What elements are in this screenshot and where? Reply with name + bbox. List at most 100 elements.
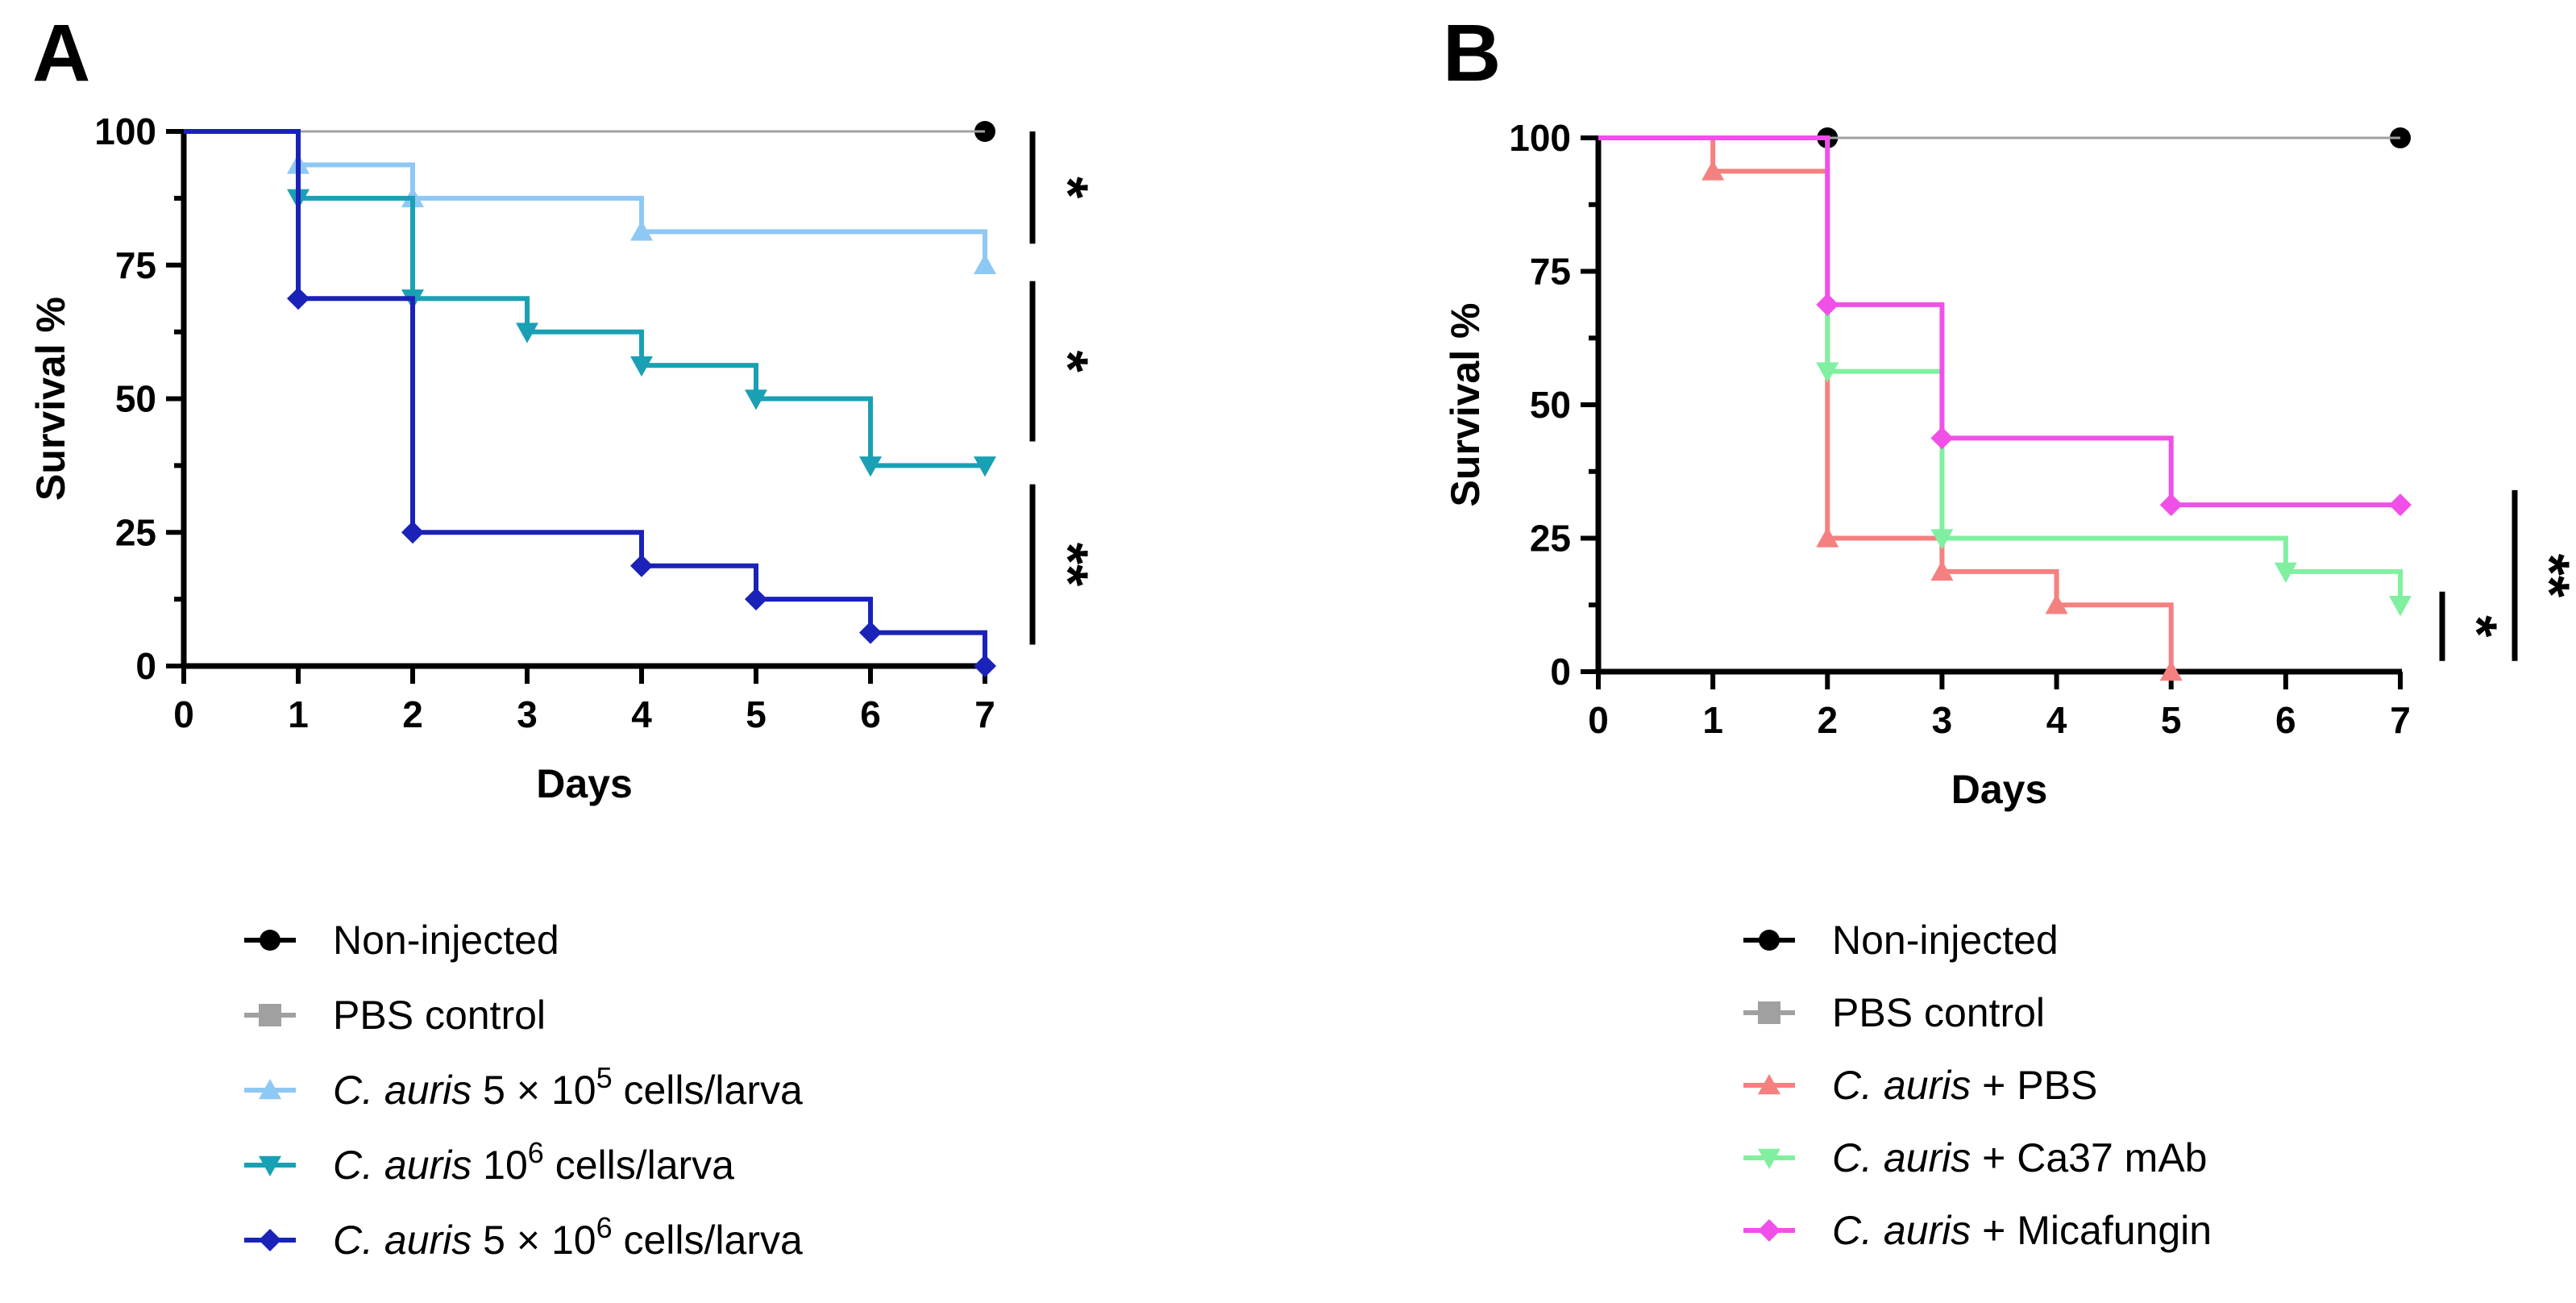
- panel-b-significance-label: **: [2519, 554, 2576, 598]
- panel-b-x-tick-label: 1: [1702, 699, 1723, 741]
- panel-a-legend-item: C. auris 5 × 106 cells/larva: [244, 1211, 803, 1263]
- panel-a-x-tick-label: 7: [974, 693, 995, 735]
- panel-a-legend-label: Non-injected: [333, 918, 559, 963]
- panel-b-legend-marker: [1758, 1074, 1780, 1095]
- panel-a-y-axis-title: Survival %: [28, 297, 73, 501]
- panel-a-x-tick-label: 6: [860, 693, 881, 735]
- panel-a-legend-item: Non-injected: [244, 918, 559, 963]
- panel-a-series-marker-4: [974, 655, 996, 677]
- panel-a-x-tick-label: 2: [402, 693, 423, 735]
- panel-b-legend-marker: [1758, 1219, 1780, 1242]
- panel-b-legend-item: Non-injected: [1743, 918, 2059, 963]
- panel-a-legend-marker: [259, 1155, 281, 1176]
- panel-a-letter: A: [32, 8, 90, 98]
- panel-b-y-tick-label: 50: [1530, 384, 1571, 426]
- panel-a-legend-marker: [260, 930, 280, 951]
- panel-b-y-axis-title: Survival %: [1443, 303, 1488, 507]
- panel-b-legend-item: C. auris + Ca37 mAb: [1743, 1135, 2207, 1180]
- panel-b-legend-marker: [1758, 1001, 1780, 1024]
- panel-a-series-marker-3: [974, 456, 996, 477]
- panel-b-series-marker-3: [2274, 562, 2297, 583]
- panel-b-series-line-3: [1598, 135, 2403, 606]
- panel-b-series-marker-2: [2159, 660, 2183, 681]
- panel-b-series-marker-4: [2389, 493, 2412, 517]
- panel-a-series-marker-3: [745, 389, 767, 410]
- panel-a-x-tick-label: 1: [288, 693, 309, 735]
- panel-a-legend-label: C. auris 5 × 106 cells/larva: [333, 1211, 803, 1263]
- panel-b-letter: B: [1443, 8, 1501, 98]
- panel-a-series-marker-3: [630, 356, 653, 377]
- panel-a-series-marker-2: [630, 220, 653, 241]
- panel-b-series-marker-3: [1816, 362, 1839, 383]
- panel-b-y-tick-label: 75: [1530, 251, 1571, 293]
- panel-b-series-marker-4: [1930, 427, 1954, 450]
- panel-a-legend-item: C. auris 5 × 105 cells/larva: [244, 1061, 803, 1113]
- panel-b-x-tick-label: 7: [2390, 699, 2411, 741]
- panel-b-y-tick-label: 25: [1530, 518, 1571, 560]
- panel-b-legend-label: C. auris + Micafungin: [1832, 1208, 2212, 1253]
- panel-a-legend-label: C. auris 106 cells/larva: [333, 1136, 734, 1188]
- panel-a-series-marker-4: [630, 554, 653, 577]
- panel-b-x-axis-title: Days: [1951, 767, 2048, 812]
- panel-a-x-tick-label: 4: [631, 693, 652, 735]
- panel-a-series-line-3: [184, 129, 985, 468]
- panel-b-series-marker-2: [1930, 560, 1954, 581]
- panel-a-significance-label: **: [1037, 543, 1100, 587]
- panel-b-series-marker-2: [1701, 160, 1725, 181]
- panel-b-x-tick-label: 3: [1932, 699, 1953, 741]
- panel-b-series-marker-3: [2389, 596, 2412, 617]
- panel-b-series-marker-3: [1930, 529, 1954, 550]
- panel-b-legend-marker: [1759, 930, 1780, 951]
- panel-a-y-tick-label: 75: [115, 244, 156, 286]
- panel-a-legend-marker: [259, 1004, 281, 1026]
- panel-a-legend-label: PBS control: [333, 993, 546, 1038]
- panel-b-x-tick-label: 2: [1817, 699, 1838, 741]
- panel-a-y-tick-label: 0: [135, 645, 156, 687]
- panel-b-legend-label: C. auris + PBS: [1832, 1063, 2097, 1108]
- panel-b-legend-marker: [1758, 1148, 1780, 1169]
- panel-b-series-marker-2: [1816, 527, 1839, 547]
- panel-a-legend-marker: [259, 1229, 281, 1251]
- panel-b-legend-label: Non-injected: [1832, 918, 2059, 963]
- panel-b-legend-label: C. auris + Ca37 mAb: [1832, 1135, 2207, 1180]
- panel-b-significance-label: *: [2446, 615, 2509, 638]
- panel-a-legend-marker: [259, 1079, 281, 1100]
- panel-a-legend-item: PBS control: [244, 993, 546, 1038]
- panel-b-x-tick-label: 6: [2275, 699, 2296, 741]
- panel-b-series-marker-4: [1816, 293, 1839, 316]
- panel-a-series-marker-2: [974, 253, 996, 274]
- panel-b-x-tick-label: 4: [2046, 699, 2067, 741]
- panel-a-legend-label: C. auris 5 × 105 cells/larva: [333, 1061, 803, 1113]
- panel-a-y-tick-label: 50: [115, 378, 156, 420]
- panel-a-y-tick-label: 25: [115, 511, 156, 553]
- panel-a-series-marker-4: [859, 621, 882, 644]
- panel-a-legend-item: C. auris 106 cells/larva: [244, 1136, 734, 1188]
- panel-a-series-marker-4: [401, 521, 424, 544]
- panel-a-series-marker-3: [516, 323, 538, 343]
- panel-b-x-tick-label: 0: [1588, 699, 1609, 741]
- panel-a-x-tick-label: 0: [173, 693, 194, 735]
- panel-b-y-tick-label: 0: [1550, 651, 1571, 693]
- panel-b-series-line-4: [1598, 135, 2400, 508]
- panel-a-x-axis-title: Days: [536, 761, 633, 806]
- panel-b-legend-item: C. auris + Micafungin: [1743, 1208, 2212, 1253]
- panel-b-series-marker-4: [2159, 493, 2183, 517]
- panel-a-series-marker-3: [859, 456, 882, 477]
- panel-a-significance-label: *: [1037, 350, 1100, 373]
- panel-b-series-marker-2: [2045, 593, 2068, 614]
- panel-a-x-tick-label: 3: [517, 693, 538, 735]
- panel-a-series-marker-4: [287, 287, 310, 310]
- panel-b-x-tick-label: 5: [2161, 699, 2182, 741]
- panel-a-y-tick-label: 100: [94, 110, 156, 152]
- panel-b-series-line-2: [1598, 135, 2174, 672]
- panel-b-y-tick-label: 100: [1509, 117, 1571, 159]
- panel-a-series-marker-4: [745, 588, 767, 611]
- panel-a-x-tick-label: 5: [746, 693, 767, 735]
- panel-b-legend-item: C. auris + PBS: [1743, 1063, 2097, 1108]
- panel-b-legend-label: PBS control: [1832, 990, 2045, 1035]
- panel-b-legend-item: PBS control: [1743, 990, 2045, 1035]
- panel-a-significance-label: *: [1037, 177, 1100, 199]
